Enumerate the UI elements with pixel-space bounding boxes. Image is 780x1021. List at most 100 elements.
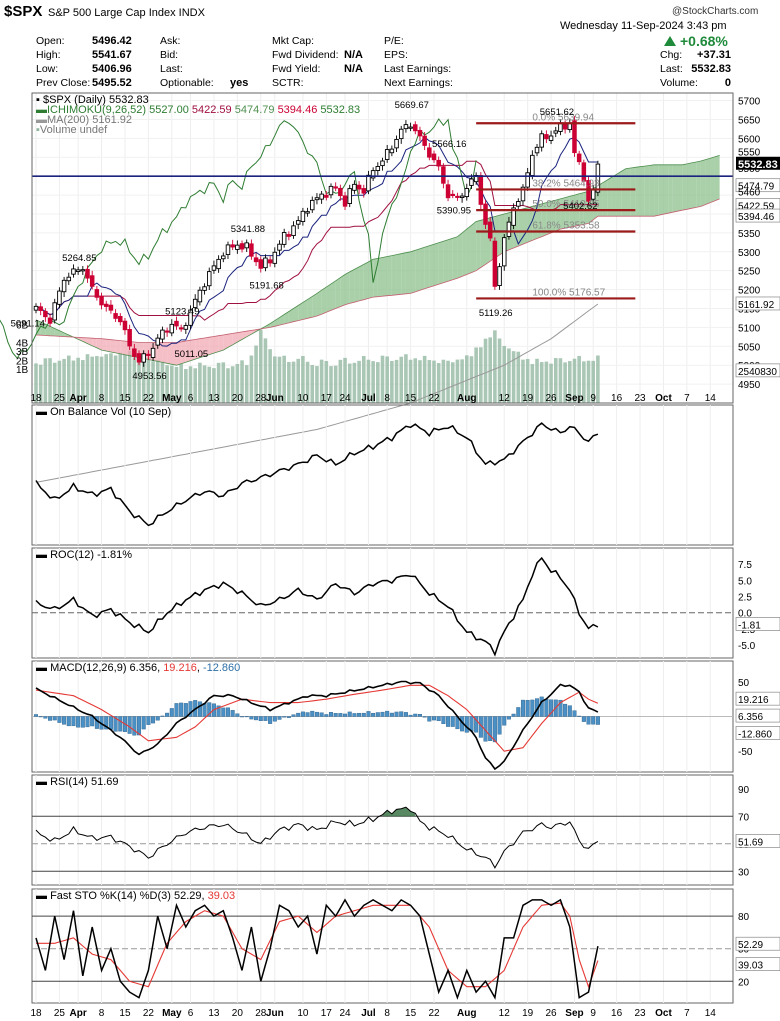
volume-bar: [390, 360, 394, 403]
sto-value-tag: 39.03: [735, 957, 780, 972]
price-annotation: 5669.67: [395, 100, 429, 111]
price-tag-bg: [735, 363, 780, 378]
ichimoku-cloud-segment: [714, 155, 720, 201]
candle-body: [75, 269, 81, 272]
ichimoku-cloud-segment: [36, 319, 41, 336]
volume-bar: [516, 351, 521, 403]
candle: [225, 241, 231, 259]
ma200-line: [35, 303, 599, 483]
x-axis-label: 18: [30, 393, 42, 404]
candle-body: [164, 330, 170, 333]
ichimoku-cloud-segment: [579, 192, 584, 226]
candle-body: [469, 178, 474, 186]
price-annotation: 5011.05: [175, 349, 209, 360]
x-axis-label: Jul: [361, 393, 376, 404]
candle: [333, 182, 338, 192]
volume-bar: [254, 345, 258, 403]
candle: [324, 191, 329, 201]
ichimoku-cloud-segment: [649, 164, 655, 217]
candle-body: [324, 194, 329, 198]
sto-value-tag: 52.29: [735, 936, 780, 951]
ichimoku-cloud-segment: [522, 207, 528, 245]
macd-histogram-bar: [216, 705, 221, 717]
price-annotation: 4953.56: [132, 371, 166, 382]
candle: [310, 196, 315, 213]
volume-bar: [296, 358, 301, 403]
legend-part: ROC(12) -1.81%: [50, 549, 132, 561]
axis-tick-label: 2.5: [738, 593, 752, 604]
candle-body: [492, 240, 498, 287]
datetime: Wednesday 11-Sep-2024 3:43 pm: [560, 20, 727, 32]
legend-part: 5532.83: [320, 104, 360, 116]
volume-bar: [558, 358, 563, 403]
ichimoku-cloud-segment: [50, 326, 55, 337]
volume-bar: [118, 352, 123, 403]
candle: [459, 192, 465, 203]
candle: [272, 247, 278, 268]
x-axis-label: Sep: [565, 393, 583, 404]
candle: [300, 207, 306, 226]
candle: [553, 126, 559, 138]
volume-bar: [146, 357, 151, 403]
ichimoku-cloud-segment: [466, 225, 472, 275]
macd-histogram-bar: [34, 714, 39, 717]
x-axis-label: 24: [339, 393, 351, 404]
candle: [57, 287, 62, 309]
axis-tick-label: -5.0: [738, 641, 756, 652]
axis-tick-label: -50: [738, 747, 753, 758]
ichimoku-cloud-segment: [640, 166, 645, 217]
field-label: Low:: [36, 63, 58, 75]
field-label: Last:: [660, 63, 683, 75]
indicator-panel-frame: [31, 547, 734, 659]
ichimoku-cloud-segment: [284, 311, 289, 324]
volume-bar: [123, 354, 127, 403]
candle-body: [314, 197, 320, 201]
ichimoku-cloud-segment: [405, 251, 411, 294]
price-tag-text: -1.81: [738, 620, 761, 631]
candle-body: [576, 153, 582, 163]
macd-histogram-bar: [375, 712, 380, 717]
macd-histogram-bar: [272, 716, 277, 722]
candle: [132, 343, 137, 361]
field-label: SCTR:: [272, 77, 304, 89]
macd-histogram-bar: [436, 716, 441, 722]
candle: [389, 145, 395, 157]
candle: [155, 334, 160, 349]
candle-body: [108, 304, 114, 311]
macd-histogram-bar: [403, 712, 408, 717]
volume-bar: [268, 349, 272, 403]
x-axis-label-bottom: 28: [255, 1008, 267, 1019]
ichimoku-cloud-segment: [691, 161, 697, 209]
axis-tick-label: 4950: [738, 380, 761, 391]
macd-histogram-bar: [567, 705, 572, 717]
macd-histogram-bar: [581, 716, 586, 722]
macd-histogram-bar: [516, 707, 521, 717]
macd-histogram-bar: [441, 716, 446, 724]
volume-bar: [71, 360, 76, 403]
legend-part: ▬: [36, 549, 50, 561]
candle: [230, 239, 235, 251]
macd-histogram-bar: [595, 716, 600, 725]
candle-body: [94, 289, 100, 298]
candle: [408, 122, 413, 132]
macd-histogram-bar: [399, 711, 404, 717]
candle-body: [174, 320, 179, 327]
ichimoku-cloud-segment: [162, 342, 168, 364]
x-axis-label: Jun: [266, 393, 284, 404]
field-value: 5496.42: [92, 35, 132, 47]
candle-body: [539, 133, 544, 148]
volume-bar: [244, 365, 249, 403]
macd-histogram-bar: [71, 716, 76, 727]
price-annotation: 5341.88: [231, 224, 265, 235]
macd-histogram-bar: [43, 716, 48, 719]
ichimoku-legend: ▬ICHIMOKU(9,26,52) 5527.00 5422.59 5474.…: [36, 104, 360, 116]
volume-axis-label: 6B: [16, 321, 29, 332]
x-axis-label: 16: [611, 393, 623, 404]
macd-title: ▬ MACD(12,26,9) 6.356, 19.216, -12.860: [36, 662, 240, 674]
indicator-panel-frame: [31, 888, 734, 1004]
ichimoku-cloud-segment: [382, 256, 388, 297]
change-pct: +0.68%: [680, 33, 728, 49]
price-tag-text: 6.356: [738, 712, 763, 723]
macd-histogram-bar: [57, 716, 62, 723]
candle: [530, 150, 535, 180]
